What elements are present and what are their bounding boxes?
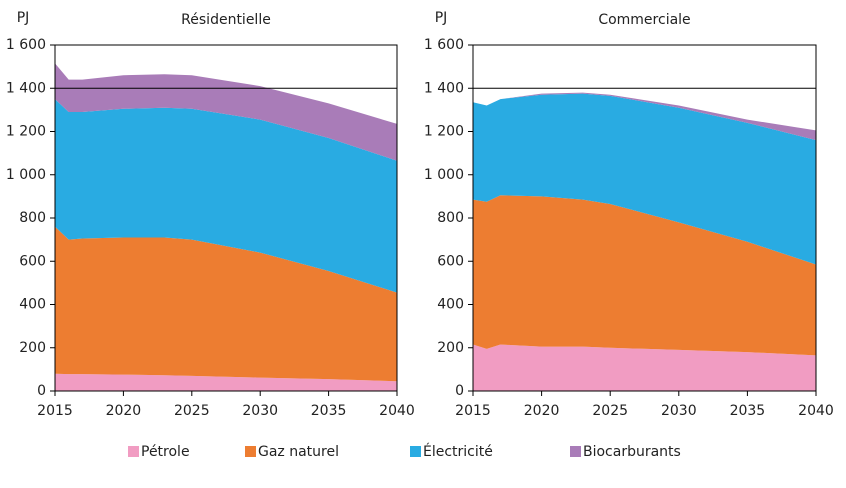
area: [55, 99, 397, 293]
legend-label: Pétrole: [141, 444, 190, 460]
y-tick-label: 0: [37, 383, 46, 399]
y-tick-label: 1 600: [424, 37, 464, 53]
legend-swatch: [410, 446, 421, 457]
x-tick-label: 2030: [242, 403, 278, 419]
legend-label: Électricité: [423, 443, 493, 460]
x-tick-label: 2020: [524, 403, 560, 419]
y-tick-label: 1 400: [6, 80, 46, 96]
legend-swatch: [245, 446, 256, 457]
x-tick-label: 2025: [592, 403, 628, 419]
area: [473, 344, 816, 391]
y-tick-label: 400: [437, 297, 464, 313]
x-tick-label: 2035: [730, 403, 766, 419]
y-axis-label: PJ: [435, 10, 448, 26]
y-tick-label: 1 000: [424, 167, 464, 183]
legend-swatch: [128, 446, 139, 457]
x-tick-label: 2015: [37, 403, 73, 419]
x-tick-label: 2030: [661, 403, 697, 419]
area: [55, 373, 397, 391]
y-tick-label: 200: [437, 340, 464, 356]
y-tick-label: 600: [19, 253, 46, 269]
x-tick-label: 2020: [106, 403, 142, 419]
y-tick-label: 400: [19, 297, 46, 313]
y-tick-label: 1 000: [6, 167, 46, 183]
y-tick-label: 800: [19, 210, 46, 226]
y-tick-label: 1 200: [6, 124, 46, 140]
legend-label: Biocarburants: [583, 444, 681, 460]
y-tick-label: 0: [455, 383, 464, 399]
legend-swatch: [570, 446, 581, 457]
y-tick-label: 600: [437, 253, 464, 269]
area: [473, 195, 816, 356]
legend-label: Gaz naturel: [258, 444, 339, 460]
area: [473, 93, 816, 265]
chart-title: Résidentielle: [181, 12, 271, 28]
area: [55, 226, 397, 382]
x-tick-label: 2035: [311, 403, 347, 419]
chart-title: Commerciale: [598, 12, 690, 28]
x-tick-label: 2015: [455, 403, 491, 419]
x-tick-label: 2025: [174, 403, 210, 419]
x-tick-label: 2040: [798, 403, 834, 419]
y-tick-label: 800: [437, 210, 464, 226]
y-tick-label: 1 400: [424, 80, 464, 96]
y-tick-label: 200: [19, 340, 46, 356]
x-tick-label: 2040: [379, 403, 415, 419]
y-tick-label: 1 600: [6, 37, 46, 53]
y-tick-label: 1 200: [424, 124, 464, 140]
y-axis-label: PJ: [17, 10, 30, 26]
area: [55, 63, 397, 161]
